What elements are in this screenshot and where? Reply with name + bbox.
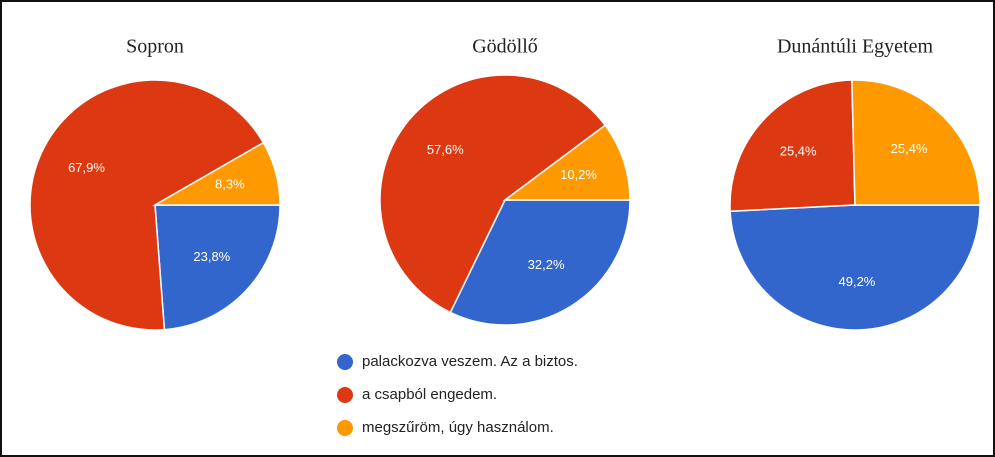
legend-label: palackozva veszem. Az a biztos.	[362, 353, 578, 370]
value-label: 57,6%	[427, 142, 464, 157]
value-label: 8,3%	[215, 176, 245, 191]
value-label: 25,4%	[780, 144, 817, 159]
legend-label: a csapból engedem.	[362, 386, 497, 403]
chart-title: Sopron	[126, 36, 184, 58]
value-label: 67,9%	[68, 160, 105, 175]
pie-slice	[502, 124, 631, 201]
pie-slice	[29, 79, 265, 331]
value-label: 32,2%	[528, 257, 565, 272]
legend-label: megszűröm, úgy használom.	[362, 419, 554, 436]
value-label: 25,4%	[891, 141, 928, 156]
value-label: 49,2%	[839, 274, 876, 289]
legend-swatch	[337, 387, 353, 403]
pie-slice	[729, 204, 981, 331]
value-label: 10,2%	[560, 167, 597, 182]
pie-slice	[729, 79, 856, 213]
pie-slice	[379, 74, 607, 314]
chart-title: Gödöllő	[472, 36, 538, 58]
chart-title: Dunántúli Egyetem	[777, 36, 934, 58]
pie-slice	[851, 79, 981, 206]
legend-swatch	[337, 420, 353, 436]
pie-slice	[449, 199, 631, 326]
pie-slice	[154, 204, 281, 331]
legend-swatch	[337, 354, 353, 370]
pie-slice	[152, 141, 281, 206]
value-label: 23,8%	[193, 249, 230, 264]
